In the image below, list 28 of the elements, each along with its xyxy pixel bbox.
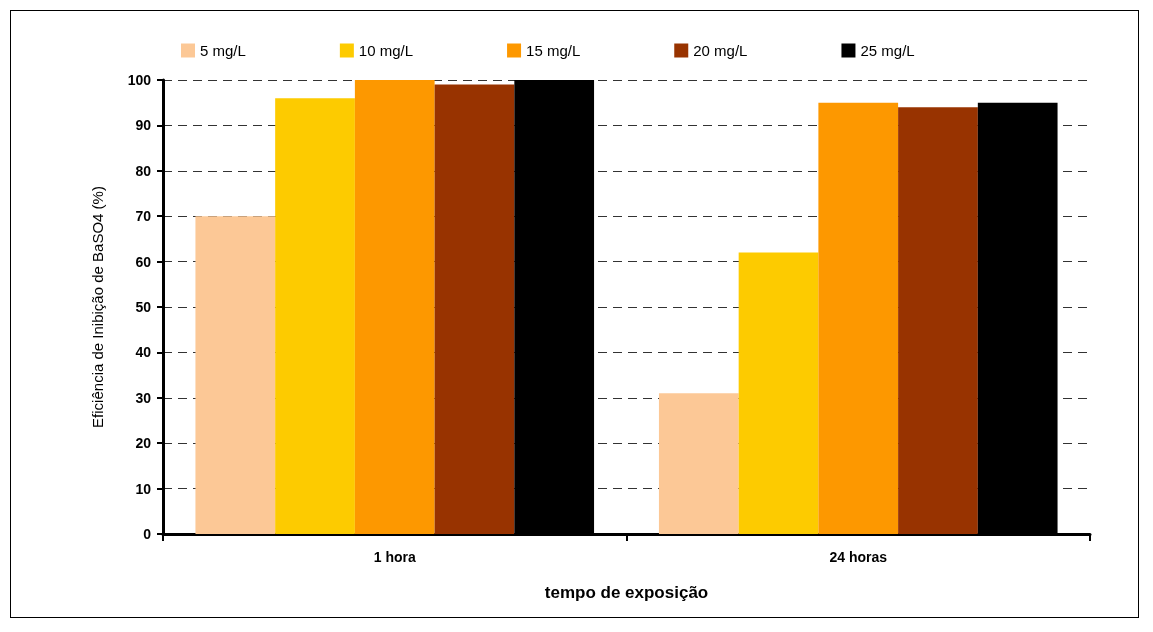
x-axis-title: tempo de exposição — [544, 583, 709, 602]
y-tick-label: 60 — [135, 253, 152, 270]
legend-label: 10 mg/L — [358, 42, 414, 59]
bar — [354, 80, 435, 534]
y-tick-label: 80 — [135, 162, 152, 179]
legend-label: 20 mg/L — [693, 42, 748, 59]
y-tick-label: 50 — [135, 299, 152, 315]
y-tick-label: 10 — [135, 480, 152, 497]
x-tick-label: 24 horas — [829, 549, 888, 565]
bar — [738, 252, 819, 534]
y-tick-label: 40 — [135, 344, 152, 361]
y-tick-label: 0 — [143, 526, 152, 542]
y-tick-label: 30 — [135, 389, 152, 406]
bar — [195, 216, 276, 534]
y-axis-title: Eficiência de Inibição de BaSO4 (%) — [89, 186, 106, 428]
legend-label: 5 mg/L — [200, 42, 246, 59]
y-tick-label: 20 — [135, 435, 152, 452]
bar — [275, 98, 355, 534]
legend-label: 15 mg/L — [526, 42, 581, 59]
y-tick-label: 90 — [135, 117, 152, 134]
bar — [898, 107, 978, 534]
bar — [658, 393, 739, 534]
bar — [434, 84, 515, 534]
y-tick-label: 100 — [127, 72, 152, 88]
y-tick-label: 70 — [135, 208, 152, 225]
legend-label: 25 mg/L — [860, 42, 915, 59]
x-tick-label: 1 hora — [373, 549, 416, 565]
bar — [818, 102, 899, 534]
